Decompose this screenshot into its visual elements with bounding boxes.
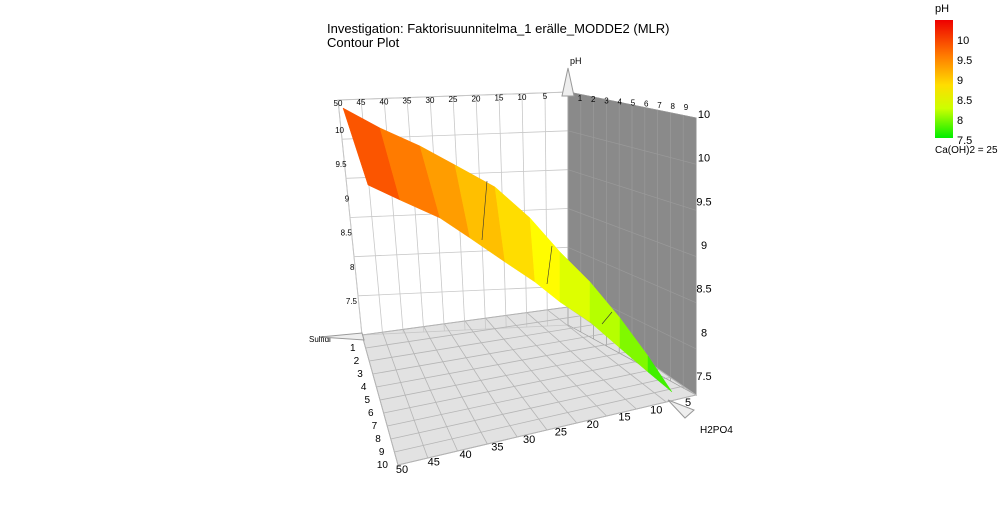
x-tick-label: 40 [459,449,471,461]
z-tick-label-right: 7.5 [696,371,711,383]
z-axis-label: pH [570,56,582,66]
y-tick-label: 3 [357,369,363,380]
y-tick-label-top: 3 [604,96,609,105]
x-tick-label-top: 50 [334,99,343,108]
y-tick-label: 10 [377,460,389,471]
ph-axis-arrow [561,67,575,97]
colorbar-tick-label: 10 [957,35,969,47]
z-tick-label-left: 8.5 [341,229,353,238]
z-tick-label-left: 7.5 [346,297,358,306]
z-tick-label-right: 10 [698,153,710,165]
z-tick-label-right: 8.5 [696,284,711,296]
chart-subtitle: Contour Plot [327,35,400,50]
z-tick-label-left: 9 [345,194,350,203]
grid-line [567,130,697,165]
colorbar-tick-label: 7.5 [957,135,972,147]
h2po4-axis-arrow [667,399,695,419]
surface-patch [647,355,673,393]
y-tick-label-top: 6 [644,100,649,109]
y-tick-label-top: 5 [631,99,636,108]
y-tick-label-top: 8 [671,102,676,111]
x-tick-label-top: 35 [403,97,412,106]
axis-tick-labels: 50 45 40 35 30 25 20 15 10 5 1 2 3 4 5 6 7 8 9109.598.587.… [334,92,712,476]
x-tick-label: 30 [523,434,535,446]
z-tick-label-left: 8 [350,263,355,272]
grid-line [376,341,620,388]
grid-line [361,306,569,336]
grid-line [379,350,633,401]
x-tick-label: 15 [618,412,630,424]
x-tick-label-top: 20 [472,94,481,103]
y-tick-label: 7 [372,421,378,432]
z-tick-label-right: 9.5 [696,196,711,208]
y-tick-label: 4 [361,382,367,393]
grid-line [337,91,569,101]
x-tick-label: 5 [685,397,691,409]
x-tick-label: 50 [396,464,408,476]
grid-line [357,285,569,297]
grid-line [383,359,645,414]
x-tick-label-top: 15 [495,94,504,103]
grid-line [361,324,569,336]
sulfidi-axis-arrow [319,332,365,341]
x-tick-label: 45 [428,457,440,469]
contour-line [601,311,613,325]
grid-line [372,333,607,375]
colorbar-title: pH [935,3,950,15]
z-tick-label-right: 9 [701,240,707,252]
x-tick-label-top: 30 [426,96,435,105]
grid-line [397,394,697,466]
x-tick-label-top: 10 [518,93,527,102]
colorbar-tick-label: 8 [957,115,963,127]
y-tick-label-top: 7 [657,101,662,110]
x-tick-label-top: 40 [380,97,389,106]
y-axis-label: Sulfidi [309,335,331,344]
x-tick-label-top: 5 [543,92,548,101]
colorbar-ticks: 10 9.5 9 8.5 8 7.5 [957,35,972,147]
colorbar-tick-label: 8.5 [957,95,972,107]
grid-line [567,169,697,211]
grid-line [387,368,658,427]
y-tick-label: 2 [354,356,360,367]
grid-line [567,208,697,257]
grid-line [369,324,594,362]
colorbar-tick-label: 9 [957,75,963,87]
y-tick-label: 6 [368,408,374,419]
response-surface[interactable] [342,107,673,393]
grid-line [365,315,581,349]
x-tick-label: 25 [555,427,567,439]
y-tick-label: 1 [350,343,356,354]
z-tick-label-right: 10 [698,109,710,121]
chart-title: Investigation: Faktorisuunnitelma_1 eräl… [327,21,670,36]
x-tick-label-top: 45 [357,98,366,107]
y-tick-label: 5 [364,395,370,406]
colorbar [935,20,953,138]
x-tick-label: 10 [650,404,662,416]
y-tick-label: 9 [379,447,385,458]
contour-line [546,245,553,285]
y-tick-label-top: 1 [578,94,583,103]
y-tick-label-top: 2 [591,95,596,104]
y-tick-label-top: 9 [684,103,689,112]
x-tick-label-top: 25 [449,95,458,104]
grid-line [567,247,697,303]
colorbar-tick-label: 9.5 [957,55,972,67]
fixed-factor-label: Ca(OH)2 = 25 [935,145,998,156]
z-tick-label-left: 9.5 [335,160,347,169]
z-tick-label-right: 8 [701,327,707,339]
y-tick-label: 8 [375,434,381,445]
x-tick-label: 20 [587,419,599,431]
grid-line [394,385,684,453]
z-tick-label-left: 10 [335,126,344,135]
grid-line [567,91,697,119]
x-tick-label: 35 [491,442,503,454]
grid-line [390,377,671,440]
y-tick-label-top: 4 [618,97,623,106]
contour-line [481,180,488,241]
x-axis-label: H2PO4 [700,425,733,436]
